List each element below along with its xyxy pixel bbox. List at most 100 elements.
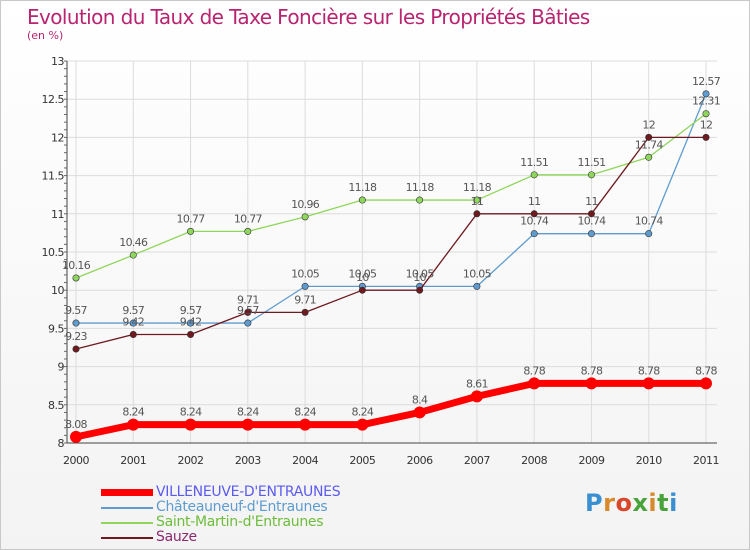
data-point-2 (587, 171, 595, 179)
data-point-1 (301, 282, 309, 290)
data-label-0: 8.61 (466, 377, 488, 390)
y-tick-label: 8.5 (48, 399, 64, 412)
data-label-1: 10.74 (635, 215, 664, 228)
series-line-1 (76, 93, 707, 324)
data-point-2 (72, 274, 80, 282)
data-label-2: 12.31 (692, 95, 720, 108)
data-label-2: 11.74 (635, 138, 664, 151)
legend-item-saint-martin: Saint-Martin-d'Entraunes (101, 515, 361, 530)
data-point-3 (416, 286, 424, 294)
x-tick-label: 2007 (464, 454, 490, 467)
legend-label-villeneuve: VILLENEUVE-D'ENTRAUNES (156, 484, 341, 500)
data-label-1: 10.74 (520, 215, 549, 228)
data-point-2 (645, 153, 653, 161)
data-label-0: 8.78 (581, 364, 603, 377)
y-tick-label: 11.5 (42, 170, 65, 183)
data-label-3: 9.71 (294, 293, 316, 306)
legend-item-sauze: Sauze (101, 530, 361, 545)
y-tick-label: 13 (51, 55, 64, 68)
data-point-0 (585, 377, 598, 390)
series-line-0 (75, 379, 706, 441)
data-label-3: 12 (642, 118, 655, 131)
data-point-0 (127, 418, 140, 431)
data-point-3 (301, 308, 309, 316)
legend-item-villeneuve: VILLENEUVE-D'ENTRAUNES (101, 485, 361, 500)
data-point-2 (187, 227, 195, 235)
y-tick-label: 12 (51, 131, 64, 144)
data-label-3: 11 (585, 195, 598, 208)
data-label-0: 8.24 (122, 406, 144, 419)
data-label-1: 9.57 (180, 304, 202, 317)
y-tick-label: 10 (51, 284, 64, 297)
data-point-0 (299, 418, 312, 431)
data-point-1 (530, 230, 538, 238)
data-label-2: 10.77 (234, 212, 263, 225)
data-point-3 (530, 210, 538, 218)
chart-title: Evolution du Taux de Taxe Foncière sur l… (27, 5, 590, 29)
data-label-2: 10.46 (119, 236, 148, 249)
data-label-0: 8.24 (294, 406, 316, 419)
y-tick-label: 9 (58, 361, 65, 374)
data-point-3 (587, 210, 595, 218)
data-label-2: 10.16 (62, 259, 91, 272)
data-point-3 (244, 308, 252, 316)
data-point-0 (470, 390, 483, 403)
y-tick-label: 12.5 (42, 93, 65, 106)
data-point-0 (241, 418, 254, 431)
legend-swatch-saint-martin (101, 522, 153, 524)
data-label-3: 12 (700, 118, 713, 131)
data-point-3 (129, 331, 137, 339)
y-tick-label: 11 (51, 208, 64, 221)
legend-label-chateauneuf: Châteauneuf-d'Entraunes (156, 499, 328, 515)
data-point-0 (356, 418, 369, 431)
data-label-0: 8.78 (523, 364, 545, 377)
data-label-2: 11.18 (463, 181, 492, 194)
y-tick-label: 10.5 (42, 246, 65, 259)
series-line-3 (75, 136, 706, 350)
x-tick-label: 2008 (521, 454, 547, 467)
data-label-1: 9.57 (237, 304, 259, 317)
data-point-2 (473, 196, 481, 204)
legend-item-chateauneuf: Châteauneuf-d'Entraunes (101, 500, 361, 515)
x-tick-label: 2004 (292, 454, 318, 467)
data-label-2: 10.96 (291, 198, 320, 211)
y-tick-label: 9.5 (48, 322, 64, 335)
data-point-1 (473, 282, 481, 290)
data-point-0 (528, 377, 541, 390)
chart-subtitle: (en %) (27, 29, 64, 42)
data-point-2 (129, 251, 137, 259)
data-point-1 (244, 319, 252, 327)
data-label-2: 11.18 (348, 181, 377, 194)
data-point-1 (645, 230, 653, 238)
x-tick-label: 2006 (407, 454, 433, 467)
data-point-3 (187, 331, 195, 339)
proxiti-logo: Proxiti (585, 489, 678, 517)
x-tick-label: 2005 (349, 454, 375, 467)
data-label-2: 11.51 (577, 156, 605, 169)
data-label-1: 9.57 (65, 304, 87, 317)
legend-swatch-chateauneuf (101, 507, 153, 509)
data-point-0 (413, 406, 426, 419)
data-label-1: 10.05 (406, 267, 435, 280)
data-label-1: 10.05 (463, 267, 492, 280)
data-point-2 (702, 110, 710, 118)
data-point-1 (702, 90, 710, 98)
data-label-3: 11 (528, 195, 541, 208)
data-point-3 (72, 345, 80, 353)
data-label-1: 12.57 (692, 75, 721, 88)
x-tick-label: 2000 (63, 454, 89, 467)
data-label-1: 10.05 (291, 267, 320, 280)
data-point-3 (645, 133, 653, 141)
x-tick-label: 2001 (120, 454, 146, 467)
data-label-3: 9.42 (122, 316, 144, 329)
data-point-1 (587, 230, 595, 238)
data-point-2 (301, 213, 309, 221)
x-tick-label: 2009 (578, 454, 604, 467)
data-label-3: 11 (471, 195, 484, 208)
data-point-3 (358, 286, 366, 294)
data-point-1 (187, 319, 195, 327)
x-tick-label: 2002 (178, 454, 204, 467)
data-point-2 (358, 196, 366, 204)
